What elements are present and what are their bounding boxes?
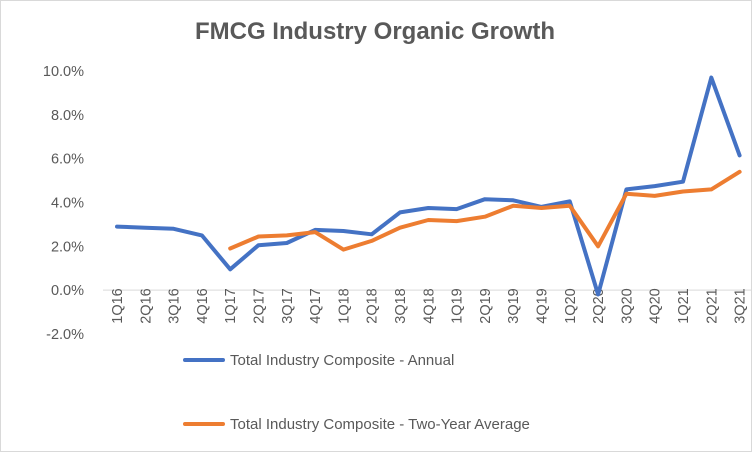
x-tick-label: 3Q21	[733, 288, 749, 323]
x-tick-label: 4Q20	[648, 288, 664, 323]
x-tick-label: 1Q18	[336, 288, 352, 323]
legend-swatch-annual	[183, 358, 225, 362]
series-line-two-year-average	[228, 169, 742, 252]
y-tick-label: 10.0%	[43, 64, 84, 80]
x-tick-label: 4Q16	[195, 288, 211, 323]
y-tick-label: 2.0%	[51, 239, 84, 255]
x-tick-label: 2Q16	[138, 288, 154, 323]
x-tick-label: 1Q17	[223, 288, 239, 323]
x-tick-label: 1Q16	[110, 288, 126, 323]
x-tick-label: 1Q20	[563, 288, 579, 323]
legend-swatch-two-year-average	[183, 422, 225, 426]
x-tick-label: 2Q19	[478, 288, 494, 323]
y-tick-label: 0.0%	[51, 283, 84, 299]
x-tick-label: 3Q19	[506, 288, 522, 323]
y-tick-label: 6.0%	[51, 152, 84, 168]
legend-label-annual: Total Industry Composite - Annual	[230, 351, 455, 369]
x-tick-label: 1Q21	[676, 288, 692, 323]
x-tick-label: 3Q17	[280, 288, 296, 323]
y-tick-label: 4.0%	[51, 196, 84, 212]
x-tick-label: 3Q18	[393, 288, 409, 323]
y-tick-label: -2.0%	[46, 327, 84, 343]
x-tick-label: 4Q19	[535, 288, 551, 323]
x-tick-label: 2Q21	[704, 288, 720, 323]
x-tick-label: 4Q18	[421, 288, 437, 323]
legend-item-two-year-average: Total Industry Composite - Two-Year Aver…	[183, 413, 530, 435]
legend-item-annual: Total Industry Composite - Annual	[183, 349, 454, 371]
x-tick-label: 3Q16	[167, 288, 183, 323]
x-tick-label: 1Q19	[450, 288, 466, 323]
x-tick-label: 3Q20	[619, 288, 635, 323]
legend-label-two-year-average: Total Industry Composite - Two-Year Aver…	[230, 415, 530, 433]
x-tick-label: 2Q20	[591, 288, 607, 323]
x-tick-label: 4Q17	[308, 288, 324, 323]
y-tick-label: 8.0%	[51, 108, 84, 124]
x-tick-label: 2Q18	[365, 288, 381, 323]
chart-title: FMCG Industry Organic Growth	[194, 18, 555, 45]
series-line-annual	[115, 75, 742, 297]
x-tick-label: 2Q17	[252, 288, 268, 323]
